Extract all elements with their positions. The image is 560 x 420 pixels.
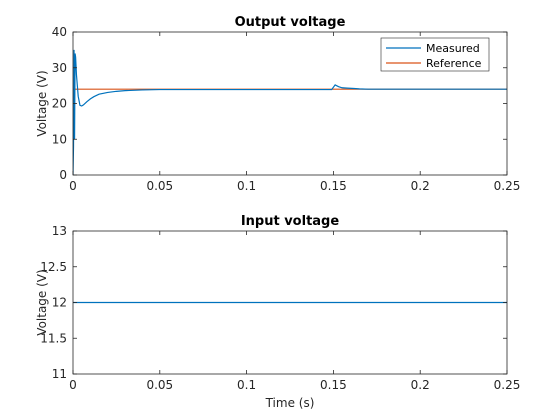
axes-2: 0 0.05 0.1 0.15 0.2 0.25 11 11.5 12 12.5 13 Input v… bbox=[35, 214, 520, 410]
chart-title: Output voltage bbox=[235, 15, 346, 30]
x-tick-label: 0.15 bbox=[320, 378, 347, 392]
x-tick-label: 0.25 bbox=[494, 179, 521, 193]
legend: Measured Reference bbox=[380, 37, 490, 72]
y-axis-label: Voltage (V) bbox=[35, 269, 49, 335]
legend-label: Reference bbox=[426, 57, 482, 70]
x-tick-label: 0.05 bbox=[146, 378, 173, 392]
x-tick-label: 0.15 bbox=[320, 179, 347, 193]
y-tick-label: 13 bbox=[52, 224, 67, 238]
x-tick-label: 0.1 bbox=[237, 378, 256, 392]
y-tick-label: 10 bbox=[52, 132, 67, 146]
x-tick-label: 0.2 bbox=[411, 378, 430, 392]
axes-1: 0 0.05 0.1 0.15 0.2 0.25 0 10 20 30 40 Output volta… bbox=[35, 15, 520, 193]
y-axis-label: Voltage (V) bbox=[35, 70, 49, 136]
series-group bbox=[73, 49, 507, 175]
y-tick-label: 12.5 bbox=[40, 260, 67, 274]
y-tick-label: 40 bbox=[52, 25, 67, 39]
x-tick-label: 0 bbox=[69, 179, 77, 193]
series-line-measured bbox=[73, 49, 507, 175]
x-tick-label: 0.05 bbox=[146, 179, 173, 193]
y-tick-label: 11 bbox=[52, 367, 67, 381]
x-tick-label: 0.1 bbox=[237, 179, 256, 193]
legend-box bbox=[380, 37, 490, 72]
y-tick-label: 0 bbox=[59, 168, 67, 182]
y-tick-label: 11.5 bbox=[40, 331, 67, 345]
x-tick-label: 0 bbox=[69, 378, 77, 392]
x-tick-label: 0.2 bbox=[411, 179, 430, 193]
y-tick-label: 20 bbox=[52, 97, 67, 111]
y-tick-label: 30 bbox=[52, 61, 67, 75]
x-tick-label: 0.25 bbox=[494, 378, 521, 392]
chart-title: Input voltage bbox=[241, 214, 340, 229]
x-axis-label: Time (s) bbox=[265, 396, 315, 410]
legend-label: Measured bbox=[426, 42, 480, 55]
y-tick-label: 12 bbox=[52, 296, 67, 310]
